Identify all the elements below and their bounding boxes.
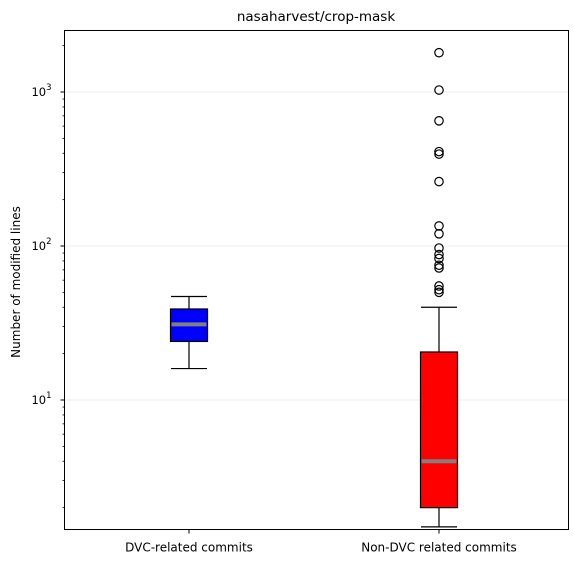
outlier-point xyxy=(434,229,444,239)
outlier-point xyxy=(434,287,444,298)
box-iqr xyxy=(419,351,459,509)
grid-lines xyxy=(64,91,569,401)
chart-title: nasaharvest/crop-mask xyxy=(237,9,396,25)
box-2 xyxy=(419,47,459,528)
y-axis-label: Number of modified lines xyxy=(9,206,23,358)
outlier-point xyxy=(434,85,444,95)
outlier-point xyxy=(434,149,444,159)
outlier-point xyxy=(434,263,444,273)
y-ticks: 101 102 103 xyxy=(31,45,65,509)
box-1 xyxy=(169,295,209,370)
x-tick-label: DVC-related commits xyxy=(125,541,253,555)
x-ticks: DVC-related commits Non-DVC related commi… xyxy=(125,529,517,555)
outlier-point xyxy=(434,221,444,231)
boxes xyxy=(169,47,459,528)
outlier-point xyxy=(434,281,444,291)
plot-frame xyxy=(64,30,569,530)
outlier-point xyxy=(434,47,444,58)
y-tick-label: 103 xyxy=(31,83,51,99)
outlier-point xyxy=(434,243,444,253)
outlier-point xyxy=(434,260,444,271)
outlier-point xyxy=(434,116,444,126)
outlier-point xyxy=(434,146,444,157)
y-tick-label: 101 xyxy=(31,391,51,407)
outlier-point xyxy=(434,176,444,187)
outlier-point xyxy=(434,249,444,260)
outlier-point xyxy=(434,284,444,295)
outlier-point xyxy=(434,253,444,264)
y-tick-label: 102 xyxy=(31,237,51,253)
x-tick-label: Non-DVC related commits xyxy=(361,541,517,555)
